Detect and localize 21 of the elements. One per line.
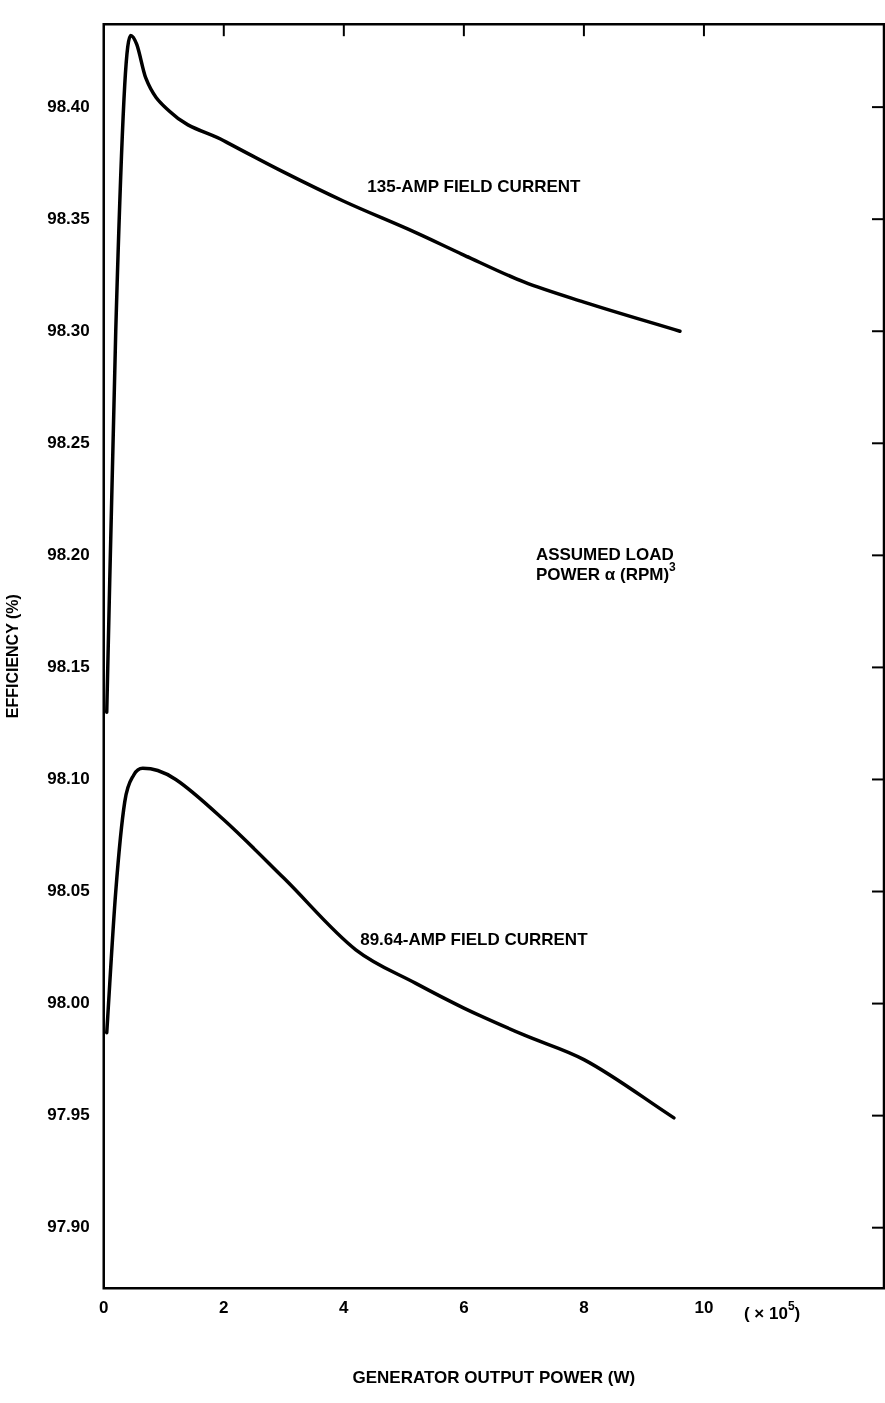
y-tick-label: 98.10	[47, 769, 90, 789]
x-tick-label: 8	[579, 1298, 589, 1318]
series-label: 135-AMP FIELD CURRENT	[367, 176, 582, 196]
y-tick-label: 98.35	[47, 208, 90, 228]
x-axis-title: GENERATOR OUTPUT POWER (W)	[352, 1368, 636, 1388]
y-tick-label: 97.90	[47, 1217, 90, 1237]
x-tick-label: 6	[459, 1298, 469, 1318]
y-tick-label: 98.15	[47, 657, 90, 677]
y-tick-label: 98.20	[47, 545, 90, 565]
y-tick-label: 98.05	[47, 881, 90, 901]
y-tick-label: 98.25	[47, 432, 90, 452]
y-axis-title: EFFICIENCY (%)	[4, 594, 22, 719]
x-tick-label: 10	[694, 1298, 714, 1318]
y-tick-label: 98.40	[47, 96, 90, 116]
y-tick-label: 98.30	[47, 320, 90, 340]
x-tick-label: 0	[99, 1298, 109, 1318]
x-tick-label: 2	[219, 1298, 229, 1318]
x-tick-label: 4	[339, 1298, 350, 1318]
series-label: 89.64-AMP FIELD CURRENT	[360, 929, 589, 949]
y-tick-label: 97.95	[47, 1105, 90, 1125]
y-tick-label: 98.00	[47, 993, 90, 1013]
